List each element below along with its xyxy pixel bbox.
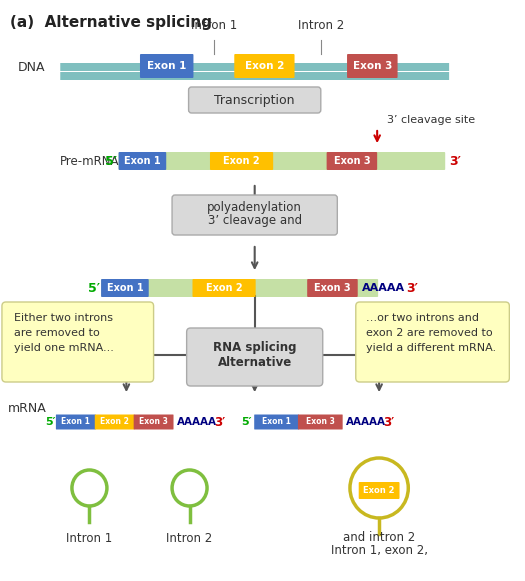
Text: 3′: 3′	[383, 415, 394, 429]
Text: AAAAA: AAAAA	[177, 417, 217, 427]
Text: exon 2 are removed to: exon 2 are removed to	[365, 328, 492, 338]
Text: (a)  Alternative splicing: (a) Alternative splicing	[10, 15, 212, 30]
FancyBboxPatch shape	[307, 279, 358, 297]
FancyBboxPatch shape	[101, 279, 378, 297]
Text: Exon 2: Exon 2	[223, 156, 260, 166]
Text: Exon 2: Exon 2	[363, 486, 395, 495]
Text: AAAAA: AAAAA	[346, 417, 386, 427]
Text: Exon 1: Exon 1	[124, 156, 161, 166]
Text: Pre-mRNA: Pre-mRNA	[60, 155, 120, 167]
FancyBboxPatch shape	[187, 328, 323, 386]
FancyBboxPatch shape	[60, 63, 449, 71]
Text: Exon 1: Exon 1	[107, 283, 143, 293]
Text: Intron 1: Intron 1	[191, 19, 237, 32]
Text: Exon 3: Exon 3	[353, 61, 392, 71]
Text: Exon 3: Exon 3	[333, 156, 370, 166]
Text: 5′: 5′	[88, 282, 100, 295]
FancyBboxPatch shape	[172, 195, 338, 235]
Text: RNA splicing: RNA splicing	[213, 342, 297, 354]
Text: 3′: 3′	[406, 282, 418, 295]
Text: Intron 2: Intron 2	[298, 19, 344, 32]
Text: Exon 1: Exon 1	[61, 418, 90, 426]
Text: Either two introns: Either two introns	[14, 313, 112, 323]
Text: Exon 2: Exon 2	[245, 61, 284, 71]
Text: Intron 1, exon 2,: Intron 1, exon 2,	[331, 544, 428, 557]
FancyBboxPatch shape	[119, 152, 166, 170]
FancyBboxPatch shape	[210, 152, 273, 170]
Text: Alternative: Alternative	[217, 356, 292, 368]
Text: 5′: 5′	[104, 155, 117, 167]
FancyBboxPatch shape	[188, 87, 321, 113]
Text: 3′: 3′	[449, 155, 461, 167]
Text: Exon 1: Exon 1	[147, 61, 186, 71]
Text: Exon 3: Exon 3	[139, 418, 168, 426]
Text: Exon 3: Exon 3	[314, 283, 351, 293]
Text: DNA: DNA	[17, 60, 45, 74]
Text: yield one mRNA...: yield one mRNA...	[14, 343, 113, 353]
Text: 3′: 3′	[214, 415, 225, 429]
FancyBboxPatch shape	[2, 302, 154, 382]
FancyBboxPatch shape	[140, 54, 193, 78]
Text: mRNA: mRNA	[8, 401, 47, 414]
FancyBboxPatch shape	[95, 414, 134, 429]
FancyBboxPatch shape	[234, 54, 295, 78]
FancyBboxPatch shape	[193, 279, 256, 297]
Text: Intron 1: Intron 1	[66, 532, 112, 545]
Text: Exon 1: Exon 1	[262, 418, 291, 426]
Text: are removed to: are removed to	[14, 328, 99, 338]
FancyBboxPatch shape	[134, 414, 174, 429]
FancyBboxPatch shape	[347, 54, 397, 78]
Text: …or two introns and: …or two introns and	[365, 313, 478, 323]
FancyBboxPatch shape	[359, 482, 400, 499]
Text: Transcription: Transcription	[214, 94, 295, 106]
Text: Exon 2: Exon 2	[206, 283, 243, 293]
FancyBboxPatch shape	[356, 302, 509, 382]
Text: polyadenylation: polyadenylation	[207, 200, 302, 213]
Text: 3’ cleavage site: 3’ cleavage site	[387, 115, 475, 125]
Text: 5′: 5′	[242, 417, 252, 427]
FancyBboxPatch shape	[298, 414, 343, 429]
Text: AAAAA: AAAAA	[362, 283, 405, 293]
Text: 5′: 5′	[45, 417, 56, 427]
FancyBboxPatch shape	[56, 414, 96, 429]
Text: Exon 2: Exon 2	[100, 418, 129, 426]
FancyBboxPatch shape	[101, 279, 149, 297]
Text: Intron 2: Intron 2	[166, 532, 213, 545]
Text: yield a different mRNA.: yield a different mRNA.	[365, 343, 496, 353]
Text: Exon 3: Exon 3	[306, 418, 335, 426]
FancyBboxPatch shape	[254, 414, 299, 429]
Text: 3’ cleavage and: 3’ cleavage and	[207, 213, 302, 227]
FancyBboxPatch shape	[327, 152, 377, 170]
Text: and intron 2: and intron 2	[343, 531, 415, 544]
FancyBboxPatch shape	[119, 152, 445, 170]
FancyBboxPatch shape	[60, 72, 449, 80]
